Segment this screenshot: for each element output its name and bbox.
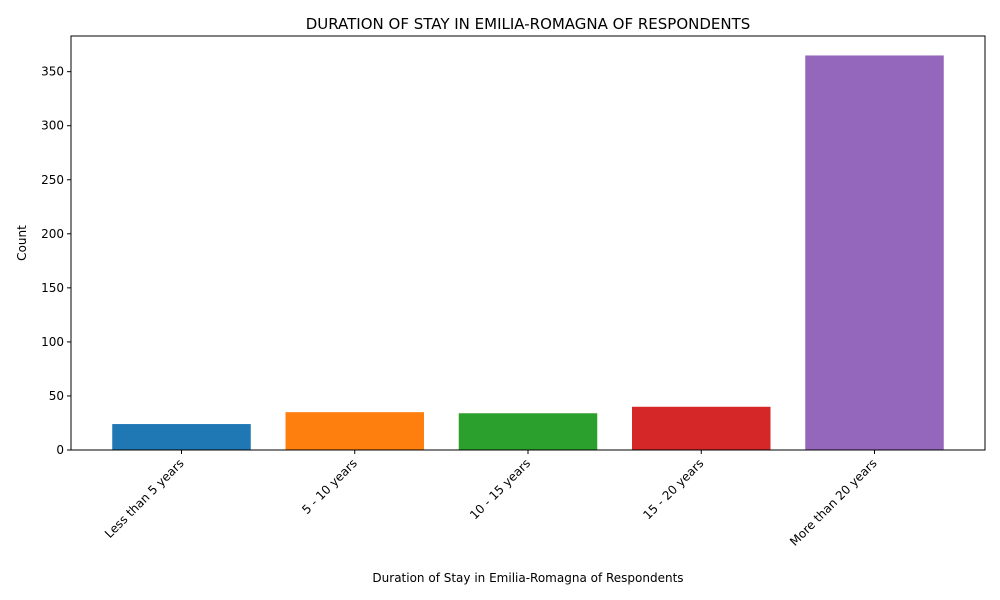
x-tick-label: 5 - 10 years [299,456,360,517]
x-tick-label: 10 - 15 years [467,456,533,522]
x-tick-label: Less than 5 years [102,456,187,541]
x-tick-label: 15 - 20 years [640,456,706,522]
y-axis-label: Count [15,225,29,261]
y-tick-label: 350 [41,65,64,79]
y-tick-label: 0 [56,443,64,457]
x-tick-label: More than 20 years [787,456,879,548]
y-axis-ticks: 0 50 100 150 200 250 300 350 [41,65,71,457]
y-tick-label: 200 [41,227,64,241]
bar-3 [632,406,771,450]
y-tick-label: 50 [49,389,64,403]
x-axis-label: Duration of Stay in Emilia-Romagna of Re… [372,571,683,585]
y-tick-label: 250 [41,173,64,187]
bar-4 [805,55,944,451]
y-tick-label: 100 [41,335,64,349]
bars-group [112,55,944,451]
y-tick-label: 300 [41,119,64,133]
y-tick-label: 150 [41,281,64,295]
x-axis-ticks: Less than 5 years 5 - 10 years 10 - 15 yea… [102,450,880,549]
bar-2 [458,413,598,450]
bar-0 [112,424,251,450]
bar-1 [285,412,424,450]
chart-title: DURATION OF STAY IN EMILIA-ROMAGNA OF RE… [306,15,751,33]
